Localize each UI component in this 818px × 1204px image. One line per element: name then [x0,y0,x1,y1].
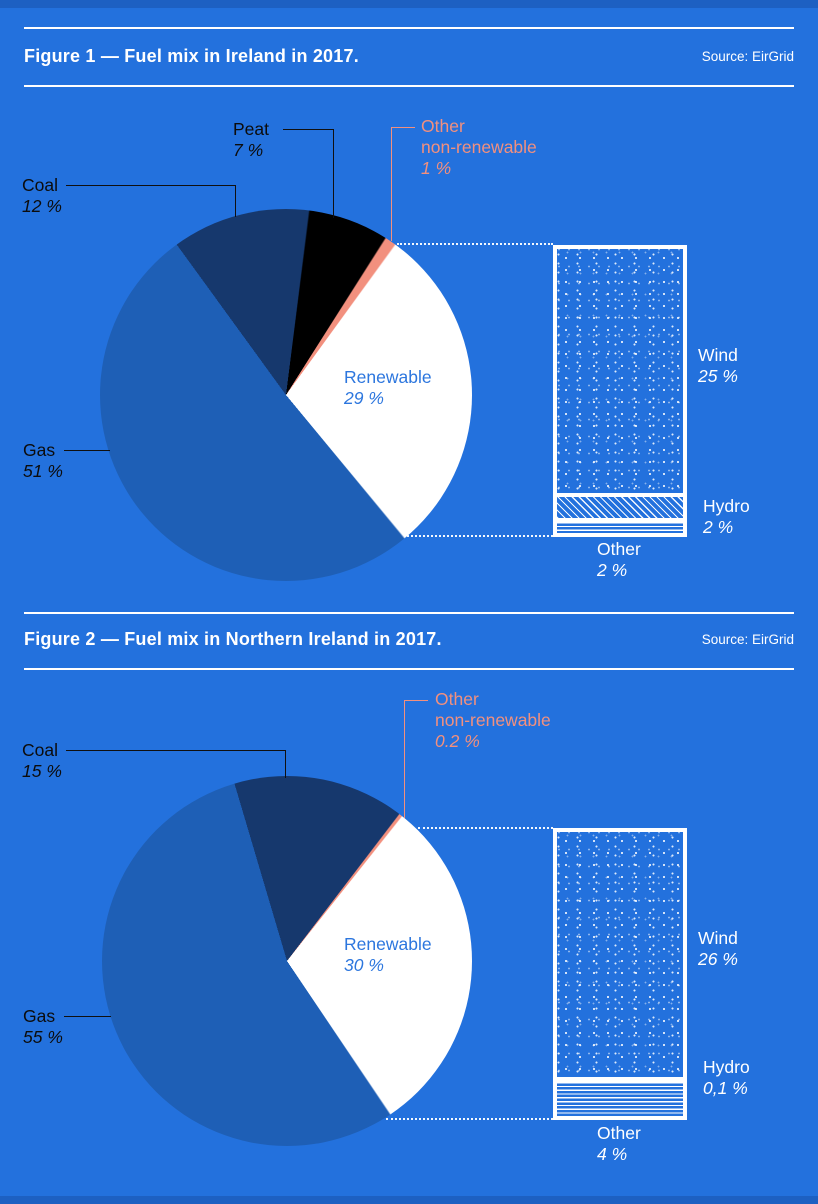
fig1-peat-leader-h [283,129,333,131]
fig1-hydro-segment [557,497,683,518]
fig1-gas-name: Gas [23,440,56,460]
fig1-dotted-connector-bottom [407,535,553,537]
fig1-wind-name: Wind [698,345,738,365]
fig1-source: Source: EirGrid [701,49,794,64]
fig2-gas-leader-h [64,1016,111,1018]
fig1-other-nonrenewable-leader-v [391,127,393,241]
fig2-gas-pct: 55 % [23,1027,63,1047]
fig2-wind-name: Wind [698,928,738,948]
fig1-other-renewable-pct: 2 % [597,560,628,580]
fig1-renewable-pct: 29 % [344,388,384,408]
fig2-coal-label: Coal 15 % [22,740,62,782]
fig2-header-rule-bottom [24,668,794,670]
fig2-header-rule-top [24,612,794,614]
fig1-coal-leader-v [235,185,237,217]
fig1-renewable-label: Renewable 29 % [344,367,432,409]
fig1-title: Figure 1 — Fuel mix in Ireland in 2017. [24,46,359,66]
fig1-wind-label: Wind 25 % [698,345,738,387]
fig2-hydro-pct: 0,1 % [703,1078,748,1098]
fig1-gas-pct: 51 % [23,461,63,481]
fig2-dotted-connector-bottom [386,1118,553,1120]
fig1-other-nonrenewable-name-line2: non-renewable [421,137,537,157]
fig1-other-renewable-name: Other [597,539,641,559]
fig2-dotted-connector-top [418,827,553,829]
fig2-other-nonrenewable-leader-v [404,700,406,818]
fig1-header-rule-bottom [24,85,794,87]
fig2-other-nonrenewable-name-line2: non-renewable [435,710,551,730]
fig1-coal-leader-h [66,185,235,187]
fig1-peat-pct: 7 % [233,140,264,160]
fig1-renewable-name: Renewable [344,367,432,387]
fig2-coal-name: Coal [22,740,58,760]
fig1-pie-chart [100,209,472,581]
fig2-hydro-name: Hydro [703,1057,750,1077]
fig2-renewable-pct: 30 % [344,955,384,975]
fig1-renewable-breakdown-bar [553,245,687,537]
fig2-wind-label: Wind 26 % [698,928,738,970]
bottom-edge-shade [0,1196,818,1204]
fig1-gas-leader-h [64,450,110,452]
fig1-peat-name: Peat [233,119,269,139]
fig2-coal-pct: 15 % [22,761,62,781]
fig2-wind-pct: 26 % [698,949,738,969]
fig2-other-renewable-pct: 4 % [597,1144,628,1164]
fig2-other-renewable-label: Other 4 % [597,1123,641,1165]
fig1-other-nonrenewable-label: Other non-renewable 1 % [421,116,537,179]
fig2-other-nonrenewable-pct: 0.2 % [435,731,480,751]
fig2-other-nonrenewable-leader-h [404,700,428,702]
fig2-coal-leader-h [66,750,285,752]
fig2-other-renewable-name: Other [597,1123,641,1143]
fig2-renewable-name: Renewable [344,934,432,954]
fig2-other-nonrenewable-name-line1: Other [435,689,479,709]
fig2-other-renewable-segment [557,1082,683,1116]
fig2-renewable-label: Renewable 30 % [344,934,432,976]
fig1-peat-leader-v [333,129,335,218]
fig1-wind-segment [557,249,683,493]
fig2-other-nonrenewable-label: Other non-renewable 0.2 % [435,689,551,752]
fig1-peat-label: Peat 7 % [233,119,269,161]
fig1-hydro-label: Hydro 2 % [703,496,750,538]
fig2-renewable-breakdown-bar [553,828,687,1120]
fig1-hydro-name: Hydro [703,496,750,516]
fig1-other-renewable-label: Other 2 % [597,539,641,581]
fig1-coal-name: Coal [22,175,58,195]
fig1-dotted-connector-top [397,243,553,245]
fig1-other-nonrenewable-leader-h [391,127,415,129]
fig2-gas-name: Gas [23,1006,56,1026]
fig2-hydro-label: Hydro 0,1 % [703,1057,750,1099]
fig1-coal-pct: 12 % [22,196,62,216]
fig2-pie-chart [102,776,472,1146]
fig1-other-renewable-segment [557,522,683,533]
fig1-hydro-pct: 2 % [703,517,734,537]
fig2-title: Figure 2 — Fuel mix in Northern Ireland … [24,629,442,649]
fig2-coal-leader-v [285,750,287,778]
top-edge-shade [0,0,818,8]
fig2-source: Source: EirGrid [701,632,794,647]
fig1-other-nonrenewable-pct: 1 % [421,158,452,178]
fig1-gas-label: Gas 51 % [23,440,63,482]
fig1-other-nonrenewable-name-line1: Other [421,116,465,136]
fig2-gas-label: Gas 55 % [23,1006,63,1048]
fig2-wind-segment [557,832,683,1077]
fig1-header-rule-top [24,27,794,29]
fig1-coal-label: Coal 12 % [22,175,62,217]
fig1-wind-pct: 25 % [698,366,738,386]
